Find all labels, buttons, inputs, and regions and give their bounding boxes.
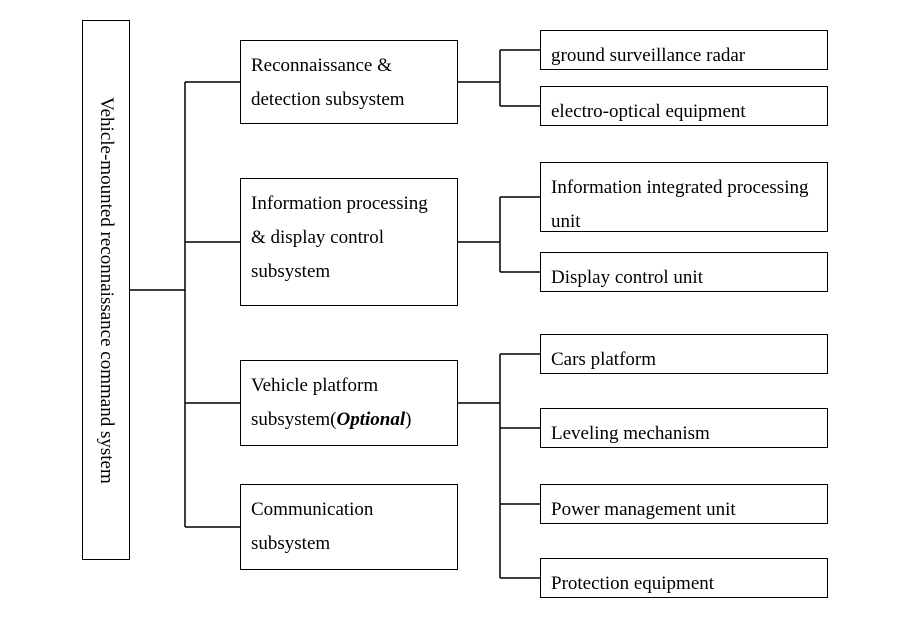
node-info: Information processing & display control… [240,178,458,306]
node-comm-label: Communication subsystem [251,493,447,561]
node-cars-label: Cars platform [551,343,656,377]
node-recon-label: Reconnaissance & detection subsystem [251,49,447,117]
node-power: Power management unit [540,484,828,524]
node-vehicle: Vehicle platform subsystem(Optional) [240,360,458,446]
node-level-label: Leveling mechanism [551,417,710,451]
root-node: Vehicle-mounted reconnaissance command s… [82,20,130,560]
node-recon: Reconnaissance & detection subsystem [240,40,458,124]
node-iipu: Information integrated processing unit [540,162,828,232]
node-eo-label: electro-optical equipment [551,95,746,129]
node-radar-label: ground surveillance radar [551,39,745,73]
node-dcu: Display control unit [540,252,828,292]
node-vehicle-label: Vehicle platform subsystem(Optional) [251,369,447,437]
root-label: Vehicle-mounted reconnaissance command s… [89,97,123,484]
node-power-label: Power management unit [551,493,736,527]
node-comm: Communication subsystem [240,484,458,570]
node-level: Leveling mechanism [540,408,828,448]
node-info-label: Information processing & display control… [251,187,447,290]
node-eo: electro-optical equipment [540,86,828,126]
node-protect-label: Protection equipment [551,567,714,601]
node-dcu-label: Display control unit [551,261,703,295]
node-iipu-label: Information integrated processing unit [551,171,817,239]
node-cars: Cars platform [540,334,828,374]
node-protect: Protection equipment [540,558,828,598]
node-radar: ground surveillance radar [540,30,828,70]
